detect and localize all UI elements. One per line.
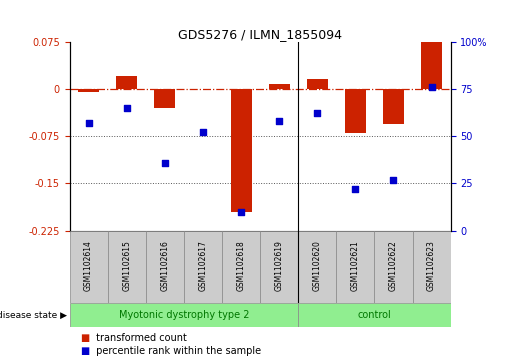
Bar [231,89,251,212]
Bar [413,231,451,303]
Bar [70,303,298,327]
Text: disease state ▶: disease state ▶ [0,310,67,319]
Point [275,118,283,124]
Bar [307,79,328,89]
Text: ■: ■ [80,346,89,356]
Bar [184,231,222,303]
Bar [146,231,184,303]
Text: GSM1102623: GSM1102623 [427,240,436,291]
Bar [269,84,289,89]
Bar [383,89,404,123]
Text: GSM1102614: GSM1102614 [84,240,93,291]
Text: transformed count: transformed count [93,333,186,343]
Bar [336,231,374,303]
Text: GSM1102616: GSM1102616 [160,240,169,291]
Point [351,186,359,192]
Bar [260,231,298,303]
Bar [421,42,442,89]
Point [84,120,93,126]
Title: GDS5276 / ILMN_1855094: GDS5276 / ILMN_1855094 [178,28,342,41]
Text: GSM1102618: GSM1102618 [236,240,246,291]
Text: GSM1102621: GSM1102621 [351,240,360,291]
Bar [374,231,413,303]
Bar [154,89,175,108]
Text: ■: ■ [80,333,89,343]
Point [123,105,131,111]
Text: GSM1102620: GSM1102620 [313,240,322,291]
Point [237,209,245,215]
Bar [298,231,336,303]
Point [199,130,207,135]
Bar [345,89,366,133]
Text: GSM1102622: GSM1102622 [389,240,398,291]
Text: GSM1102619: GSM1102619 [274,240,284,291]
Text: control: control [357,310,391,320]
Text: percentile rank within the sample: percentile rank within the sample [93,346,261,356]
Bar [298,303,451,327]
Bar [116,76,137,89]
Bar [108,231,146,303]
Bar [222,231,260,303]
Point [161,160,169,166]
Text: Myotonic dystrophy type 2: Myotonic dystrophy type 2 [118,310,249,320]
Point [389,177,398,183]
Text: GSM1102615: GSM1102615 [122,240,131,291]
Bar [78,89,99,92]
Bar [70,231,108,303]
Text: GSM1102617: GSM1102617 [198,240,208,291]
Point [313,111,321,117]
Point [427,84,436,90]
